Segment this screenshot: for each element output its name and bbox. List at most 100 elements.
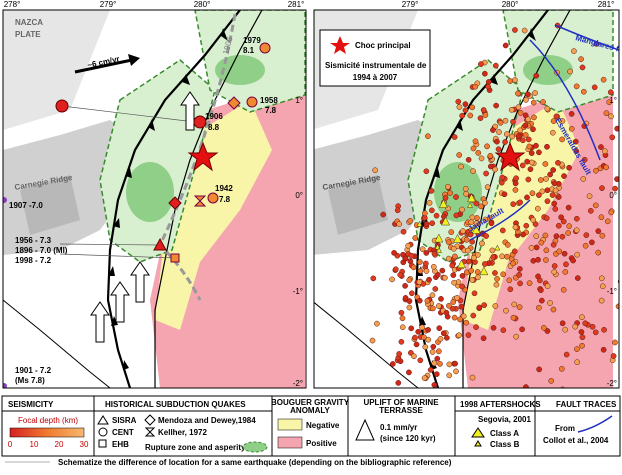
aftershock (512, 302, 517, 307)
aftershock (555, 160, 560, 165)
aftershock (523, 384, 528, 389)
aftershock (432, 382, 437, 387)
legend-text: Class A (490, 429, 519, 438)
aftershock (537, 367, 542, 372)
aftershock (400, 316, 405, 321)
legend-text: Positive (306, 439, 337, 448)
aftershock (423, 344, 428, 349)
aftershock (425, 134, 430, 139)
aftershock (458, 164, 463, 169)
aftershock (409, 326, 414, 331)
aftershock (373, 168, 378, 173)
aftershock (471, 390, 476, 395)
aftershock (437, 361, 442, 366)
aftershock (370, 338, 375, 343)
aftershock (551, 242, 556, 247)
aftershock (390, 361, 395, 366)
aftershock (529, 151, 534, 156)
aftershock (583, 321, 588, 326)
aftershock (512, 77, 517, 82)
aftershock (491, 325, 496, 330)
quake-label: 1979 (243, 36, 261, 45)
aftershock (435, 356, 440, 361)
aftershock (471, 313, 476, 318)
aftershock (526, 177, 531, 182)
aftershock (459, 304, 464, 309)
aftershock (538, 288, 543, 293)
aftershock (520, 163, 525, 168)
aftershock (593, 168, 598, 173)
aftershock (513, 181, 518, 186)
quake-marker (260, 43, 270, 53)
aftershock (599, 186, 604, 191)
aftershock (567, 224, 572, 229)
aftershock (441, 331, 446, 336)
aftershock (509, 107, 514, 112)
aftershock (492, 270, 497, 275)
aftershock (600, 233, 605, 238)
aftershock (381, 212, 386, 217)
aftershock (507, 278, 512, 283)
legend-text: From (555, 424, 575, 433)
aftershock (406, 243, 411, 248)
aftershock (575, 275, 580, 280)
aftershock (511, 315, 516, 320)
quake-label: 8.8 (208, 123, 220, 132)
aftershock (430, 221, 435, 226)
aftershock (491, 254, 496, 259)
legend-text: Class B (490, 440, 520, 449)
lon-label: 280° (194, 0, 211, 9)
aftershock (596, 250, 601, 255)
quake-label: 7.8 (219, 195, 231, 204)
quake-marker (171, 254, 179, 262)
aftershock (516, 134, 521, 139)
lat-label: -1° (607, 287, 617, 296)
aftershock (547, 300, 552, 305)
aftershock (531, 258, 536, 263)
aftershock (496, 129, 501, 134)
aftershock (552, 263, 557, 268)
aftershock (397, 221, 402, 226)
aftershock (527, 144, 532, 149)
lon-label: 279° (100, 0, 117, 9)
aftershock (564, 352, 569, 357)
aftershock (424, 221, 429, 226)
aftershock (417, 298, 422, 303)
aftershock (457, 333, 462, 338)
lat-label: 0° (609, 191, 617, 200)
aftershock (574, 216, 579, 221)
aftershock (604, 111, 609, 116)
aftershock (575, 360, 580, 365)
aftershock (423, 261, 428, 266)
aftershock (446, 240, 451, 245)
aftershock (593, 203, 598, 208)
aftershock (413, 235, 418, 240)
aftershock (513, 187, 518, 192)
aftershock (579, 329, 584, 334)
aftershock (451, 299, 456, 304)
colorbar-tick: 10 (30, 440, 39, 449)
aftershock (425, 390, 430, 395)
aftershock (496, 147, 501, 152)
aftershock (490, 248, 495, 253)
aftershock (548, 172, 553, 177)
geology (0, 0, 320, 400)
aftershock (447, 362, 452, 367)
aftershock (573, 324, 578, 329)
legend-symbol (472, 428, 484, 437)
aftershock (551, 307, 556, 312)
depth-colorbar (10, 428, 84, 437)
aftershock (462, 425, 467, 430)
aftershock (508, 78, 513, 83)
aftershock (482, 302, 487, 307)
aftershock (611, 353, 616, 358)
aftershock (411, 354, 416, 359)
aftershock (590, 324, 595, 329)
aftershock (483, 112, 488, 117)
aftershock (536, 150, 541, 155)
aftershock (403, 283, 408, 288)
aftershock (579, 315, 584, 320)
aftershock (444, 310, 449, 315)
aftershock (512, 249, 517, 254)
aftershock (481, 107, 486, 112)
